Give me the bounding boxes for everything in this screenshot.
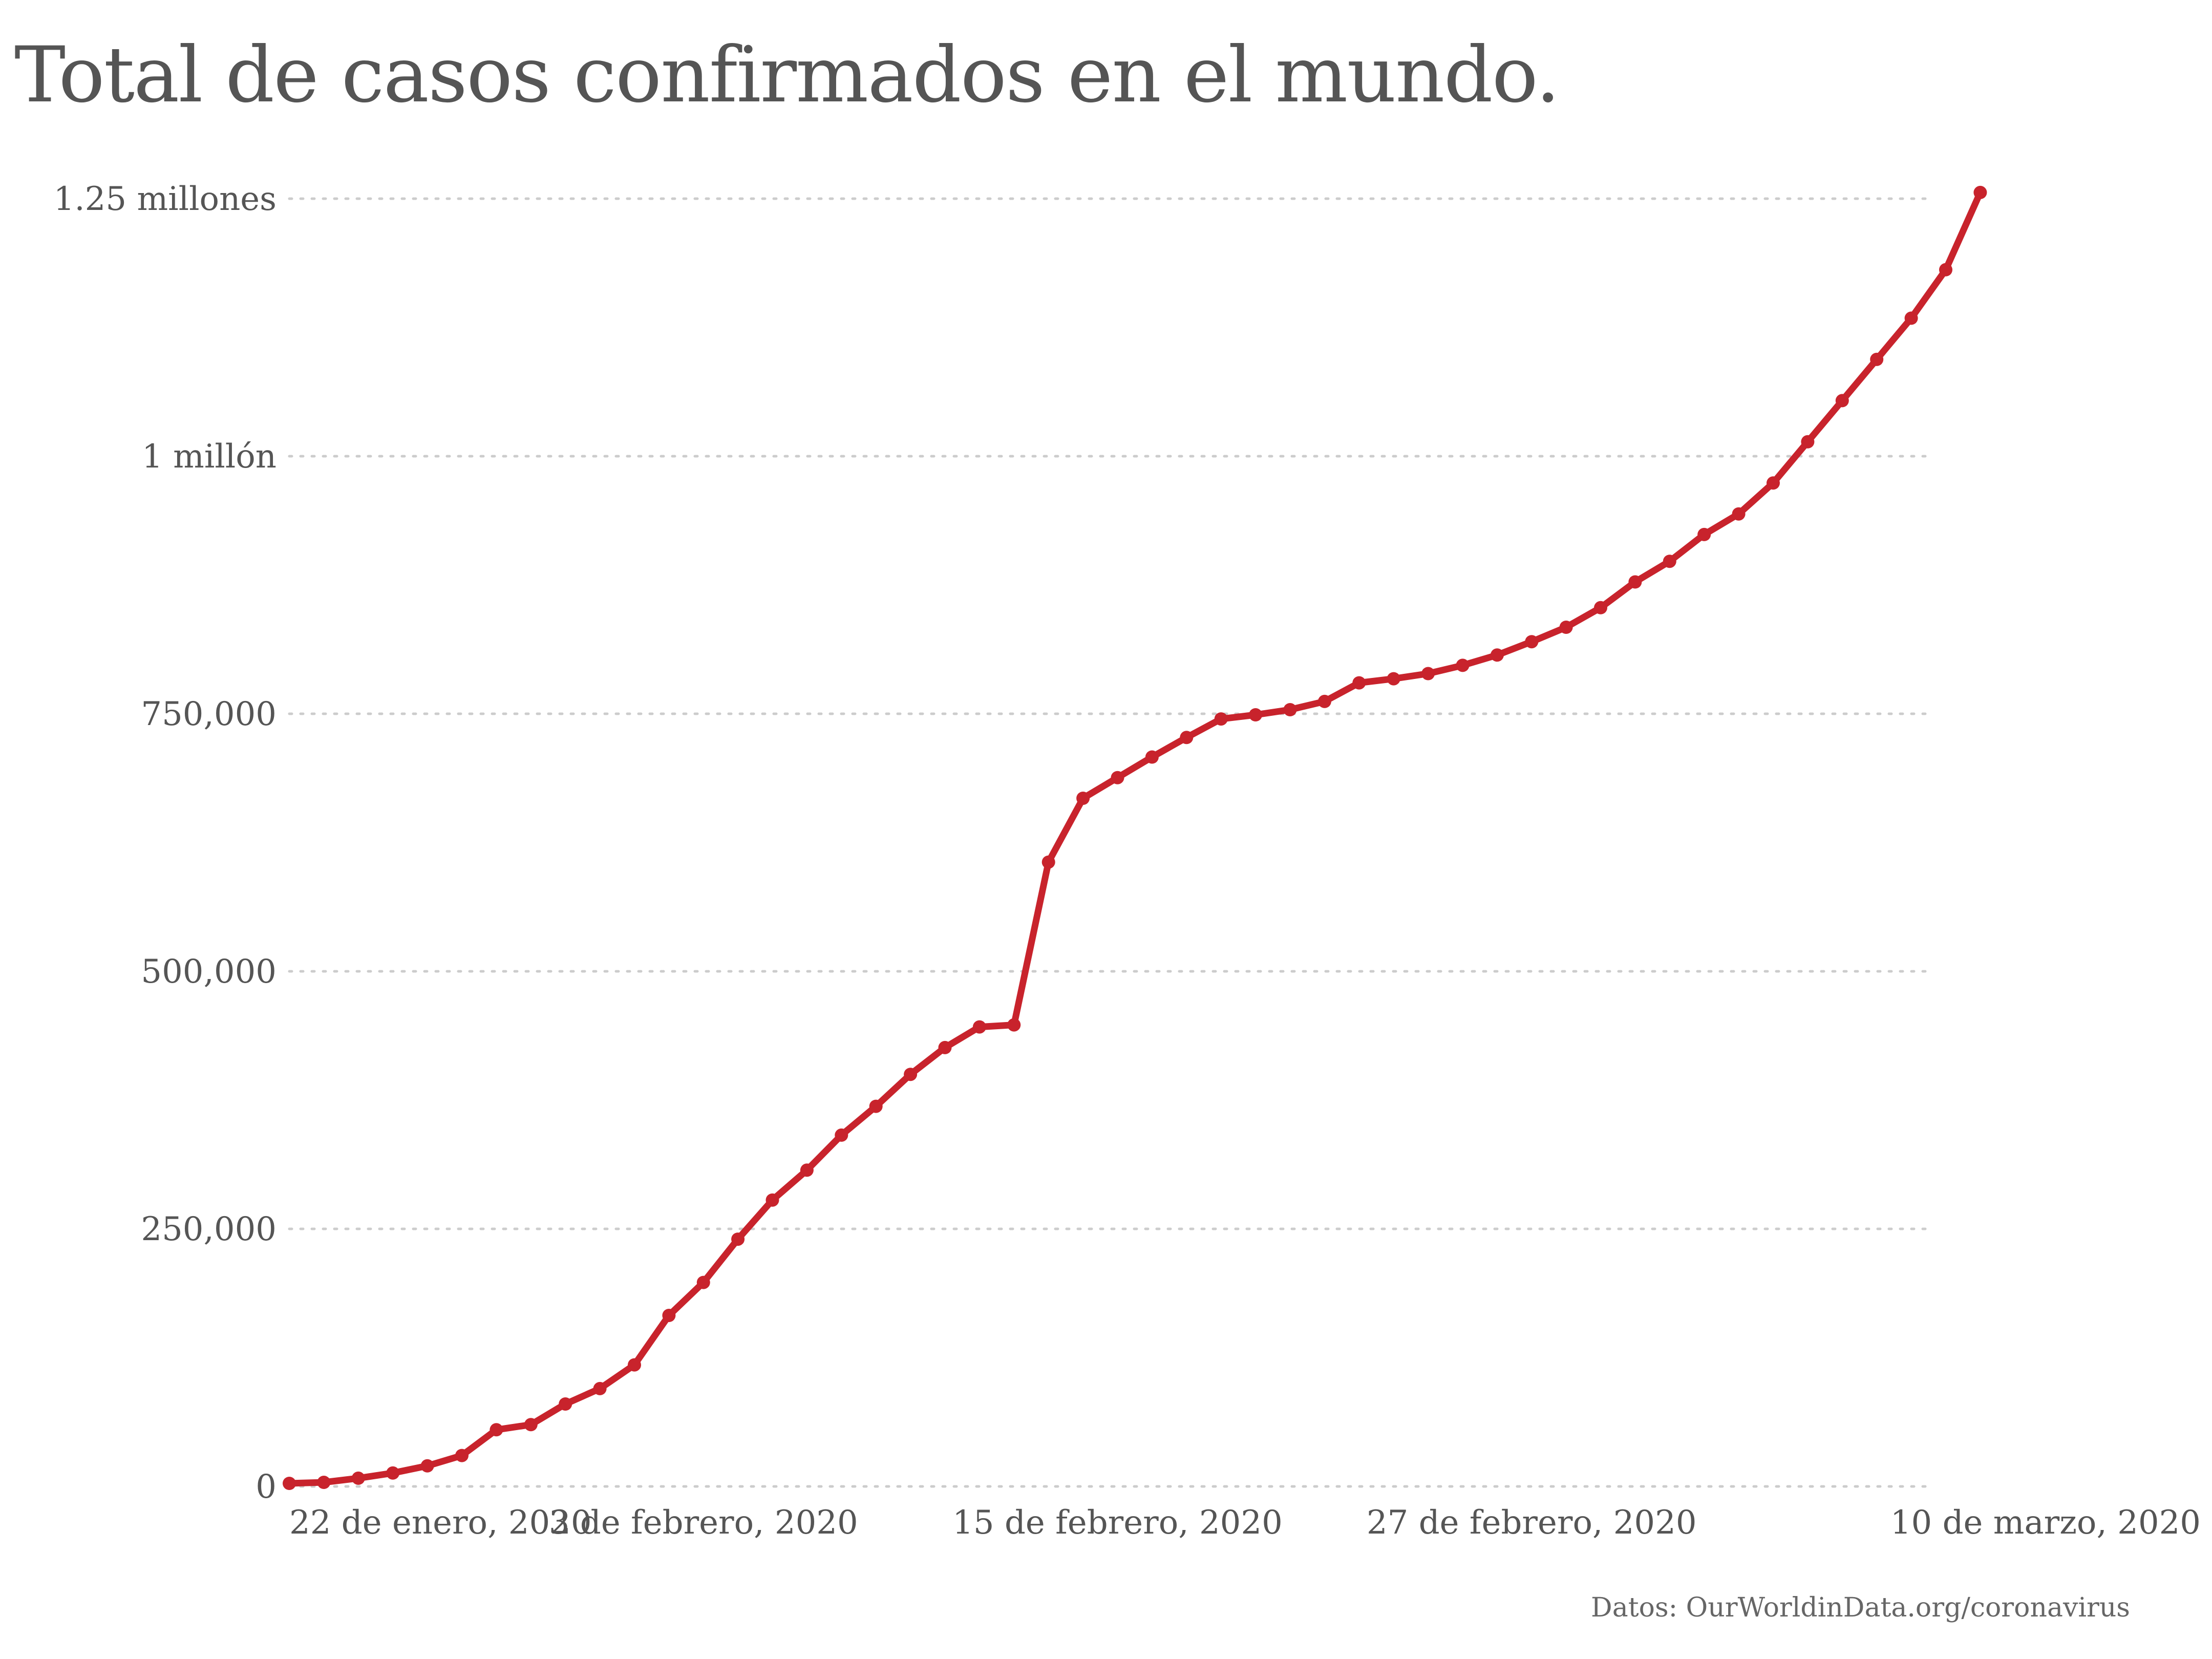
- data-point: [1076, 792, 1090, 805]
- y-tick-label: 1 millón: [142, 438, 276, 476]
- y-tick-label: 500,000: [141, 953, 276, 991]
- x-tick-label: 15 de febrero, 2020: [952, 1504, 1283, 1542]
- data-point: [559, 1397, 572, 1411]
- data-point: [1421, 667, 1435, 680]
- data-point: [1180, 731, 1194, 745]
- data-point: [1490, 648, 1504, 662]
- x-tick-label: 3 de febrero, 2020: [549, 1504, 858, 1542]
- data-point: [1249, 708, 1263, 721]
- data-point: [662, 1309, 676, 1322]
- y-tick-label: 0: [256, 1468, 276, 1506]
- data-point: [972, 1020, 986, 1034]
- grid-lines: [288, 197, 1934, 1488]
- data-point: [696, 1275, 710, 1289]
- data-point: [904, 1068, 918, 1081]
- y-tick-label: 250,000: [141, 1210, 276, 1248]
- data-point: [455, 1449, 469, 1462]
- data-point: [1352, 676, 1366, 690]
- data-point: [628, 1358, 641, 1372]
- data-point: [1111, 771, 1124, 784]
- data-point: [1214, 712, 1228, 726]
- data-point: [1456, 658, 1470, 672]
- data-point: [524, 1418, 538, 1432]
- x-tick-label: 22 de enero, 2020: [289, 1504, 592, 1542]
- data-point: [1835, 394, 1849, 408]
- data-point: [1767, 476, 1780, 490]
- data-point: [1801, 435, 1815, 449]
- data-point: [1939, 263, 1952, 276]
- data-point: [1041, 855, 1055, 869]
- data-point: [765, 1193, 779, 1207]
- data-point: [386, 1466, 400, 1480]
- data-point: [1007, 1018, 1021, 1032]
- data-point: [1387, 672, 1400, 686]
- data-point: [1904, 311, 1918, 325]
- data-point: [1973, 185, 1987, 199]
- y-axis: 0 250,000 500,000 750,000 1 millón 1.25 millo…: [54, 180, 276, 1506]
- data-point: [1525, 635, 1539, 649]
- data-point: [420, 1459, 434, 1473]
- data-point: [1317, 694, 1331, 708]
- x-tick-label: 10 de marzo, 2020: [1890, 1504, 2201, 1542]
- data-point: [1594, 601, 1607, 614]
- data-point: [1283, 703, 1297, 716]
- data-point: [283, 1477, 296, 1490]
- series-confirmed-cases: [283, 185, 1987, 1490]
- data-point: [869, 1099, 883, 1113]
- x-tick-label: 27 de febrero, 2020: [1367, 1504, 1697, 1542]
- y-tick-label: 750,000: [141, 695, 276, 733]
- y-tick-label: 1.25 millones: [54, 180, 276, 218]
- data-point: [490, 1423, 503, 1437]
- data-point: [1663, 555, 1676, 568]
- data-point: [351, 1471, 365, 1485]
- source-note: Datos: OurWorldinData.org/coronavirus: [1591, 1592, 2130, 1623]
- data-point: [938, 1040, 952, 1054]
- data-point: [800, 1163, 814, 1177]
- data-point: [731, 1232, 745, 1246]
- chart-title: Total de casos confirmados en el mundo.: [14, 31, 1560, 120]
- data-point: [317, 1476, 331, 1489]
- data-point: [1870, 352, 1884, 366]
- data-point: [1145, 750, 1159, 764]
- data-point: [1732, 507, 1746, 521]
- data-point: [593, 1381, 607, 1395]
- data-point: [1628, 575, 1642, 589]
- data-point: [1697, 527, 1711, 541]
- series-line: [286, 189, 1984, 1487]
- data-point: [1559, 621, 1573, 634]
- data-point: [835, 1128, 848, 1142]
